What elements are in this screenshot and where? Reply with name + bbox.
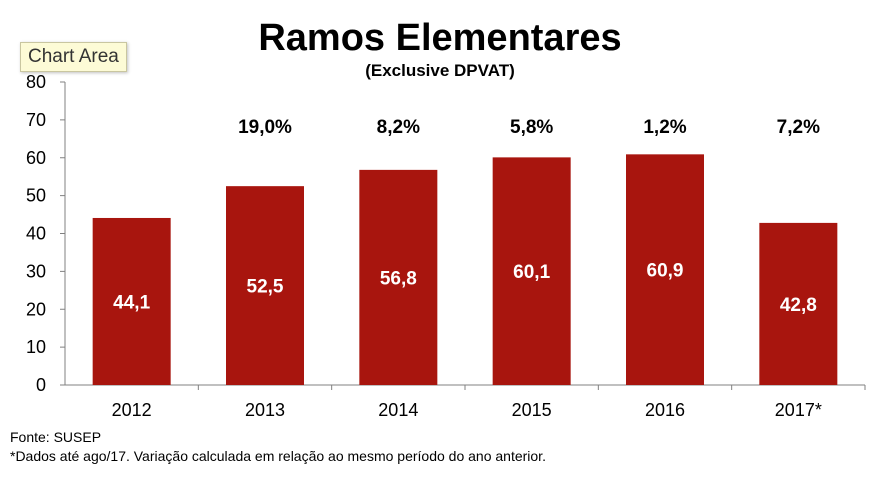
growth-label: 19,0% xyxy=(238,117,292,138)
y-tick-label: 70 xyxy=(26,110,46,130)
x-tick-label: 2017* xyxy=(775,400,822,420)
footnote: *Dados até ago/17. Variação calculada em… xyxy=(10,448,546,464)
plot-area: 0 10 20 30 40 50 60 70 80 44,1 2012 52,5 2013 19,0% 56… xyxy=(26,72,866,420)
growth-label: 1,2% xyxy=(643,117,686,138)
y-tick-label: 80 xyxy=(26,72,46,92)
chart-area-tooltip: Chart Area xyxy=(20,42,127,72)
growth-label: 8,2% xyxy=(377,117,420,138)
bar-value-label: 60,9 xyxy=(647,261,684,282)
y-tick-label: 10 xyxy=(26,337,46,357)
growth-label: 7,2% xyxy=(777,117,820,138)
bar-value-label: 60,1 xyxy=(513,262,550,283)
bar-value-label: 56,8 xyxy=(380,268,417,289)
y-tick-label: 30 xyxy=(26,261,46,281)
x-tick-label: 2015 xyxy=(512,400,552,420)
x-tick-label: 2012 xyxy=(112,400,152,420)
y-tick-label: 60 xyxy=(26,148,46,168)
bar-2016 xyxy=(626,154,704,385)
bar-2013 xyxy=(226,186,304,385)
y-tick-label: 0 xyxy=(36,375,46,395)
y-tick-label: 50 xyxy=(26,186,46,206)
x-tick-label: 2013 xyxy=(245,400,285,420)
bar-value-label: 42,8 xyxy=(780,295,817,316)
bar-value-label: 44,1 xyxy=(113,292,150,313)
bar-2014 xyxy=(359,169,438,385)
growth-label: 5,8% xyxy=(510,117,553,138)
source-note: Fonte: SUSEP xyxy=(10,429,102,445)
bar-value-label: 52,5 xyxy=(247,277,284,298)
y-tick-label: 20 xyxy=(26,299,46,319)
chart-title: Ramos Elementares xyxy=(258,17,621,59)
y-tick-label: 40 xyxy=(26,224,46,244)
x-tick-label: 2014 xyxy=(378,400,418,420)
bar-2017 xyxy=(759,222,838,385)
bar-2015 xyxy=(492,157,571,385)
chart-subtitle: (Exclusive DPVAT) xyxy=(365,61,515,80)
bar-2012 xyxy=(92,217,171,385)
x-tick-label: 2016 xyxy=(645,400,685,420)
